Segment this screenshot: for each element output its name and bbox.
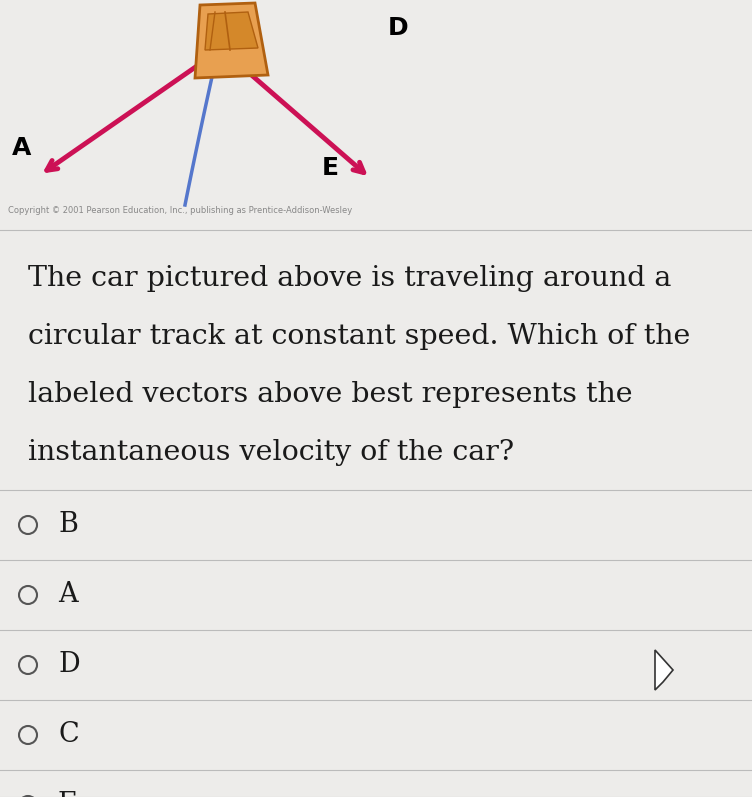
Text: D: D — [58, 651, 80, 678]
Text: instantaneous velocity of the car?: instantaneous velocity of the car? — [28, 439, 514, 466]
Text: C: C — [58, 721, 79, 748]
Polygon shape — [655, 650, 673, 690]
Polygon shape — [195, 3, 268, 78]
Text: E: E — [322, 156, 338, 180]
Text: D: D — [388, 16, 408, 40]
Text: A: A — [58, 582, 77, 608]
Text: Copyright © 2001 Pearson Education, Inc., publishing as Prentice-Addison-Wesley: Copyright © 2001 Pearson Education, Inc.… — [8, 206, 352, 214]
Polygon shape — [205, 12, 258, 50]
Text: E: E — [58, 791, 77, 797]
Text: labeled vectors above best represents the: labeled vectors above best represents th… — [28, 381, 632, 408]
Text: circular track at constant speed. Which of the: circular track at constant speed. Which … — [28, 323, 690, 350]
Text: The car pictured above is traveling around a: The car pictured above is traveling arou… — [28, 265, 672, 292]
Text: B: B — [58, 512, 78, 539]
Text: A: A — [12, 136, 32, 160]
